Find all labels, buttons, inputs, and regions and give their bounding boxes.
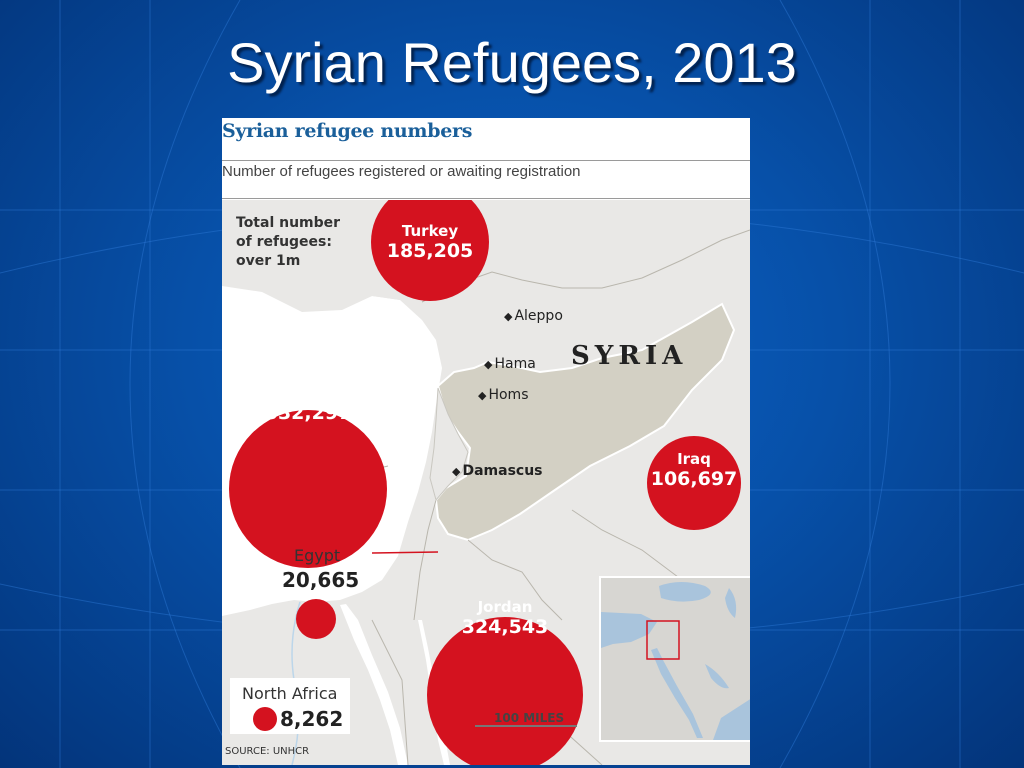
north-africa-count: 8,262 <box>280 707 344 731</box>
city-name: Aleppo <box>514 308 563 324</box>
city-marker-icon: ◆ <box>504 310 513 323</box>
north-africa-name: North Africa <box>242 684 338 703</box>
country-name: Jordan <box>477 598 533 616</box>
city-name: Homs <box>488 387 529 403</box>
turkey-refugee-circle <box>371 200 489 301</box>
country-name: Lebanon <box>271 384 345 402</box>
egypt-name: Egypt <box>294 546 341 565</box>
egypt-refugee-circle <box>296 599 336 639</box>
city-name: Hama <box>494 356 536 372</box>
header-divider <box>222 198 750 199</box>
north-africa-marker <box>253 707 277 731</box>
refugee-count: 185,205 <box>386 240 474 262</box>
refugee-count: 106,697 <box>650 468 738 490</box>
lebanon-territory <box>429 387 469 502</box>
north-africa-dot <box>253 707 277 731</box>
graphic-title: Syrian refugee numbers <box>222 120 473 142</box>
egypt-count: 20,665 <box>282 568 360 592</box>
inset-persian-gulf <box>705 664 729 689</box>
lebanon-leader-line <box>371 551 439 554</box>
turkey-coast <box>222 200 422 310</box>
inset-mediterranean <box>601 612 657 648</box>
source-note: SOURCE: UNHCR <box>225 746 310 757</box>
refugee-count: 332,297 <box>264 402 352 424</box>
city-homs: ◆ Homs <box>478 387 529 403</box>
syria-territory <box>434 302 736 542</box>
inset-black-sea <box>659 582 711 602</box>
iraq-refugee-circle <box>647 436 741 530</box>
city-name: Damascus <box>462 463 543 479</box>
city-damascus: ◆ Damascus <box>452 463 543 479</box>
refugee-count: 324,543 <box>461 616 549 638</box>
locator-map <box>601 578 750 740</box>
header-divider <box>222 160 750 161</box>
graphic-header: Syrian refugee numbers Number of refugee… <box>222 118 750 200</box>
inset-caspian-sea <box>725 588 737 618</box>
scale-label: 100 MILES <box>494 711 565 725</box>
jordan-circle-label: Jordan 324,543 <box>445 598 565 638</box>
locator-inset-map <box>599 576 750 742</box>
slide-title: Syrian Refugees, 2013 <box>227 31 797 94</box>
lebanon-refugee-circle <box>229 410 387 568</box>
city-aleppo: ◆ Aleppo <box>504 308 563 324</box>
turkey-circle-label: Turkey 185,205 <box>370 222 490 262</box>
city-marker-icon: ◆ <box>478 389 487 402</box>
country-name: Iraq <box>677 450 711 468</box>
city-marker-icon: ◆ <box>452 465 461 478</box>
graphic-subtitle: Number of refugees registered or awaitin… <box>222 163 581 180</box>
north-africa-box <box>230 678 350 734</box>
city-hama: ◆ Hama <box>484 356 536 372</box>
lebanon-circle-label: Lebanon 332,297 <box>248 384 368 424</box>
total-refugees-note: Total number of refugees: over 1m <box>236 215 341 269</box>
syria-label: SYRIA <box>571 341 688 371</box>
gulf-of-suez <box>340 604 408 765</box>
inset-red-sea <box>651 648 703 738</box>
region-map <box>222 200 750 765</box>
country-name: Turkey <box>401 222 459 240</box>
inset-focus-box <box>646 620 680 660</box>
city-marker-icon: ◆ <box>484 358 493 371</box>
iraq-circle-label: Iraq 106,697 <box>639 450 749 490</box>
refugee-map-graphic: Syrian refugee numbers Number of refugee… <box>222 118 750 765</box>
inset-arabian-sea <box>713 699 750 740</box>
jordan-refugee-circle <box>427 617 583 765</box>
